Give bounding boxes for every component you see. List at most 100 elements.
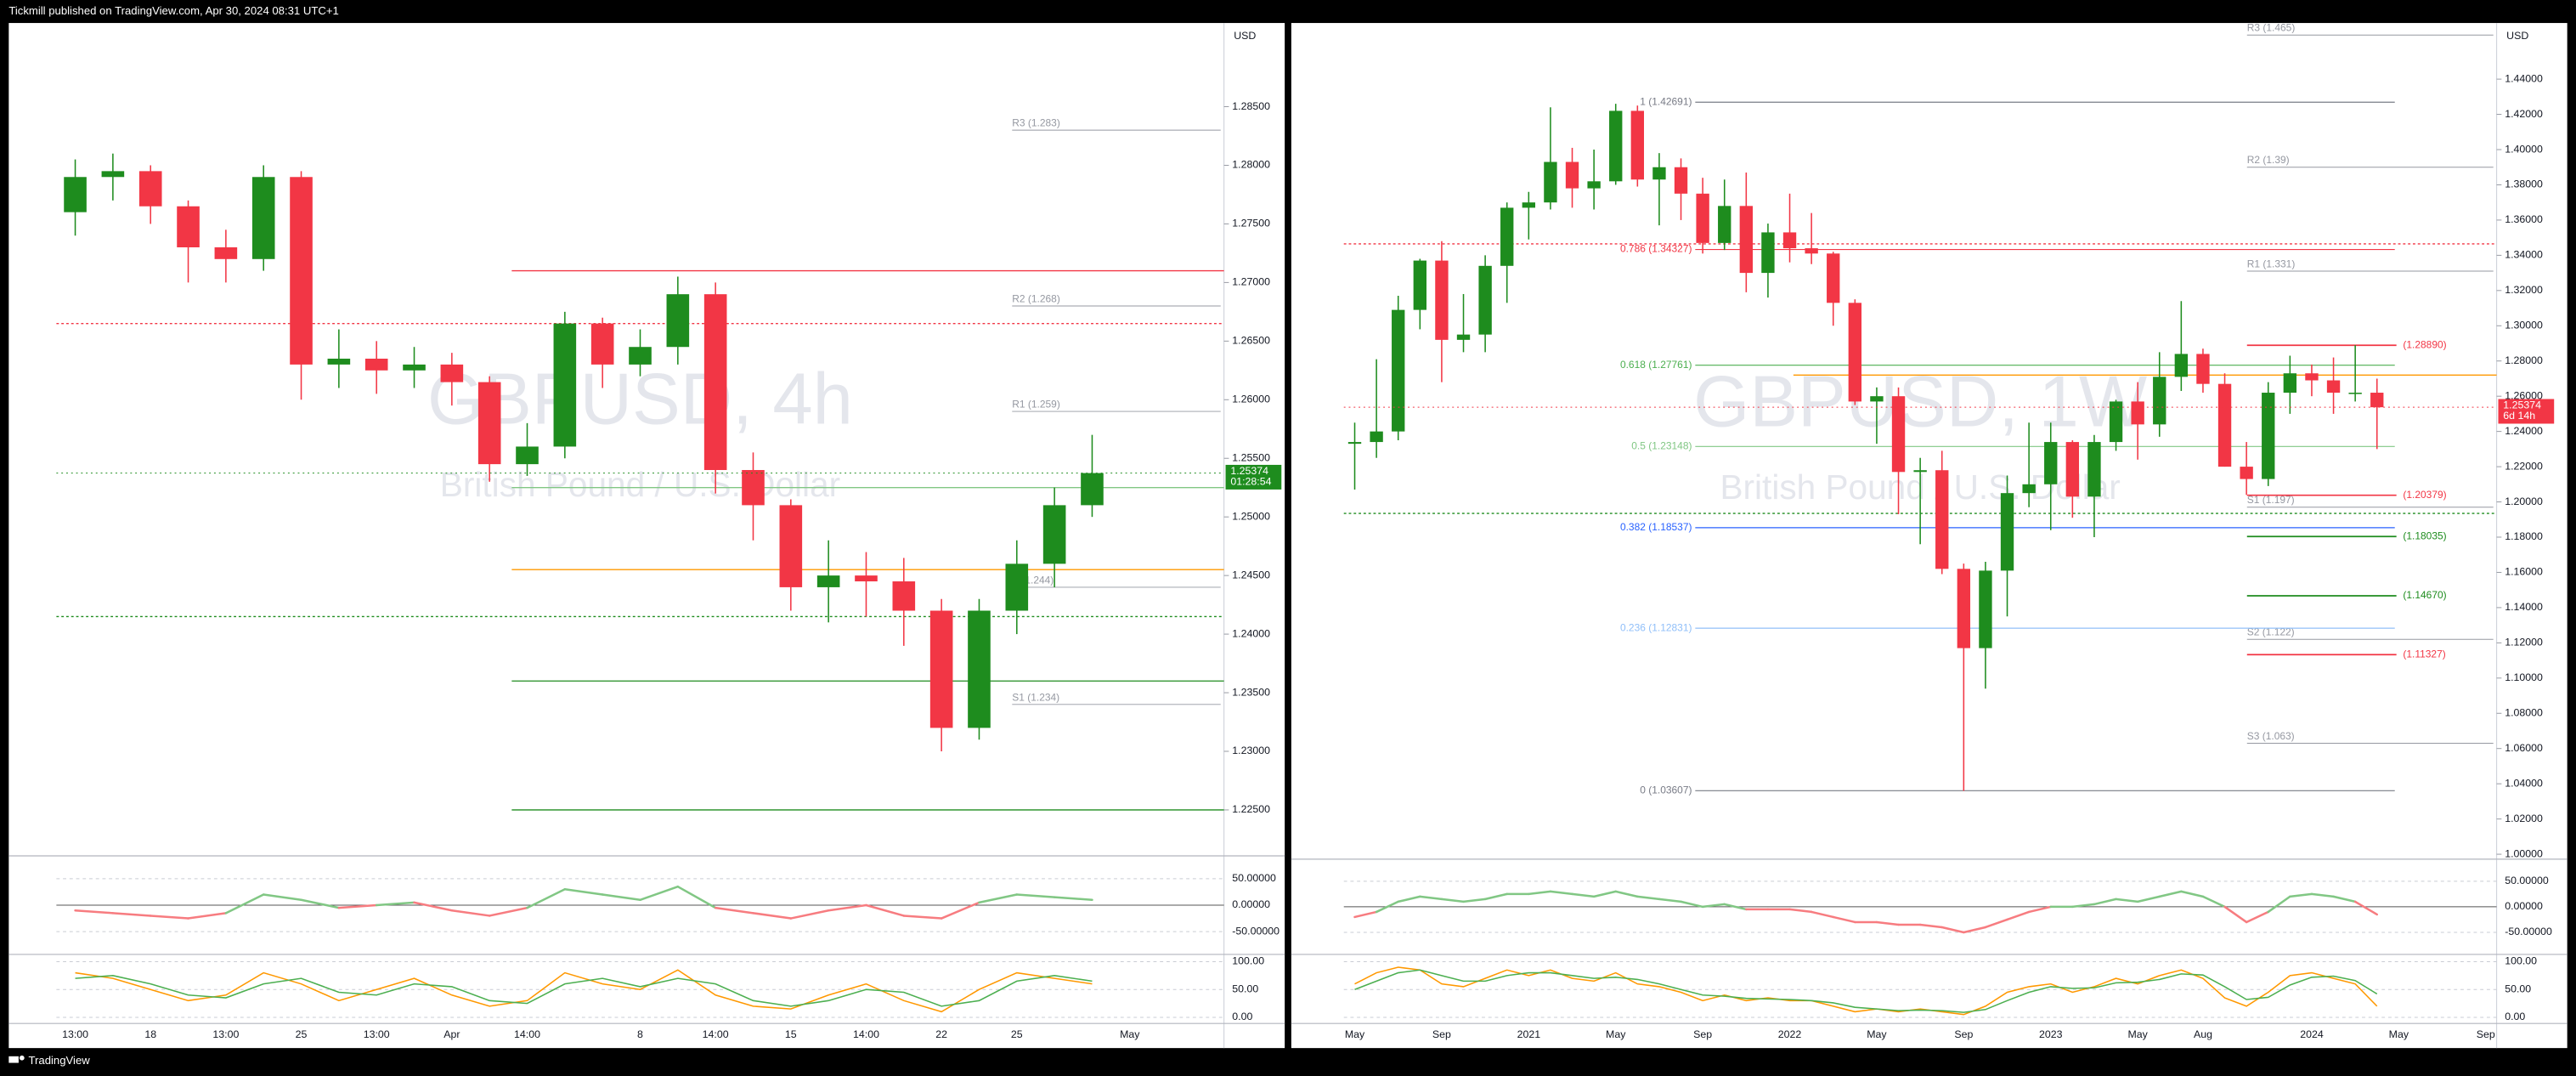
osc-segment [1440, 898, 1465, 903]
y-tick-label: 1.23500 [1232, 686, 1270, 698]
osc-tick-label: 100.00 [2505, 955, 2537, 967]
candle-body [2196, 354, 2210, 384]
candle-body [177, 206, 200, 248]
x-tick-label: 25 [296, 1028, 308, 1040]
y-tick-label: 1.25000 [1232, 510, 1270, 522]
x-tick-label: 2024 [2300, 1028, 2324, 1040]
y-tick-label: 1.40000 [2505, 143, 2543, 155]
osc-segment [865, 903, 906, 917]
candle-body [629, 347, 652, 365]
candle-body [2326, 380, 2341, 394]
candle-body [2348, 393, 2362, 394]
osc-segment [1658, 898, 1682, 903]
candle-body [1848, 303, 1862, 402]
pivot-label: R1 (1.331) [2247, 258, 2296, 269]
candle-body [1413, 260, 1426, 310]
candle-body [1565, 161, 1579, 189]
x-tick-label: May [1120, 1028, 1140, 1040]
osc-tick-label: 0.00 [1232, 1011, 1252, 1022]
candle-body [666, 294, 690, 348]
candle-body [1696, 193, 1709, 243]
osc-segment [262, 893, 302, 902]
candle-body [779, 505, 803, 587]
osc-segment [2267, 895, 2291, 914]
osc-segment [2310, 892, 2335, 898]
candle-body [214, 247, 238, 259]
candle-body [2370, 393, 2384, 408]
candle-body [2262, 393, 2275, 479]
candle-body [1370, 431, 1383, 443]
y-tick-label: 1.00000 [2505, 847, 2543, 859]
osc-segment [1462, 898, 1487, 903]
candle-body [290, 177, 313, 365]
osc-segment [2071, 903, 2096, 909]
y-tick-label: 1.22000 [2505, 460, 2543, 472]
pivot-label: R2 (1.39) [2247, 154, 2290, 166]
x-tick-label: 8 [637, 1028, 643, 1040]
x-tick-label: Sep [2477, 1028, 2495, 1040]
candle-body [553, 323, 577, 447]
fib-label: 0.382 (1.18537) [1620, 521, 1692, 533]
x-tick-label: May [2127, 1028, 2148, 1040]
candle-body [2131, 401, 2144, 425]
y-tick-label: 1.27500 [1232, 218, 1270, 229]
x-tick-label: 22 [935, 1028, 947, 1040]
x-tick-label: 2023 [2039, 1028, 2063, 1040]
candle-body [1609, 110, 1623, 182]
candle-body [1870, 396, 1884, 402]
chart-panel [8, 23, 1285, 1049]
y-tick-label: 1.20000 [2505, 496, 2543, 507]
candle-body [1935, 470, 1949, 569]
osc-segment [714, 906, 754, 915]
candle-body [1782, 232, 1797, 249]
last-price-box [1225, 464, 1282, 490]
pivot-label: S1 (1.197) [2247, 494, 2295, 506]
x-tick-label: Aug [2194, 1028, 2212, 1040]
candle-body [1347, 442, 1362, 445]
candle-body [968, 610, 991, 728]
y-tick-label: 1.04000 [2505, 777, 2543, 789]
osc-segment [149, 915, 189, 920]
osc-segment [1832, 915, 1856, 924]
pivot-label: R3 (1.465) [2247, 22, 2296, 34]
osc-segment [413, 901, 454, 912]
candle-body [251, 177, 275, 259]
candle-body [1718, 206, 1731, 243]
candle-body [403, 364, 426, 371]
candle-body [1478, 265, 1492, 335]
fib-label: 1 (1.42691) [1640, 95, 1692, 107]
y-tick-label: 1.28000 [1232, 159, 1270, 171]
osc-segment [1375, 900, 1399, 914]
brand-logo [8, 1055, 25, 1063]
osc-tick-label: -50.00000 [1232, 925, 1280, 937]
osc-segment [1875, 920, 1900, 926]
x-tick-label: Sep [1432, 1028, 1451, 1040]
candle-body [742, 470, 765, 506]
candle-body [1957, 569, 1971, 648]
price-level-label: (1.18035) [2403, 530, 2446, 541]
y-tick-label: 1.32000 [2505, 284, 2543, 296]
price-level-label: (1.14670) [2403, 589, 2446, 601]
candle-body [1805, 248, 1818, 254]
y-tick-label: 1.16000 [2505, 566, 2543, 578]
candle-body [1081, 473, 1104, 506]
osc-segment [1963, 926, 1987, 934]
osc-segment [2353, 900, 2379, 916]
chart-panel [1291, 23, 2568, 1049]
x-tick-label: 13:00 [62, 1028, 88, 1040]
y-tick-label: 1.34000 [2505, 249, 2543, 261]
candle-body [1891, 396, 1906, 473]
candle-body [1739, 206, 1754, 274]
x-tick-label: 2021 [1517, 1028, 1541, 1040]
x-tick-label: Sep [1954, 1028, 1973, 1040]
osc-segment [526, 888, 567, 909]
osc-segment [1984, 918, 2008, 929]
currency-label: USD [1234, 30, 1256, 42]
y-tick-label: 1.25500 [1232, 451, 1270, 463]
x-tick-label: 13:00 [212, 1028, 239, 1040]
osc-line [75, 969, 1093, 1013]
last-price-label: 1.25374 [2503, 399, 2541, 411]
y-tick-label: 1.28000 [2505, 354, 2543, 366]
osc-segment [2201, 895, 2226, 909]
